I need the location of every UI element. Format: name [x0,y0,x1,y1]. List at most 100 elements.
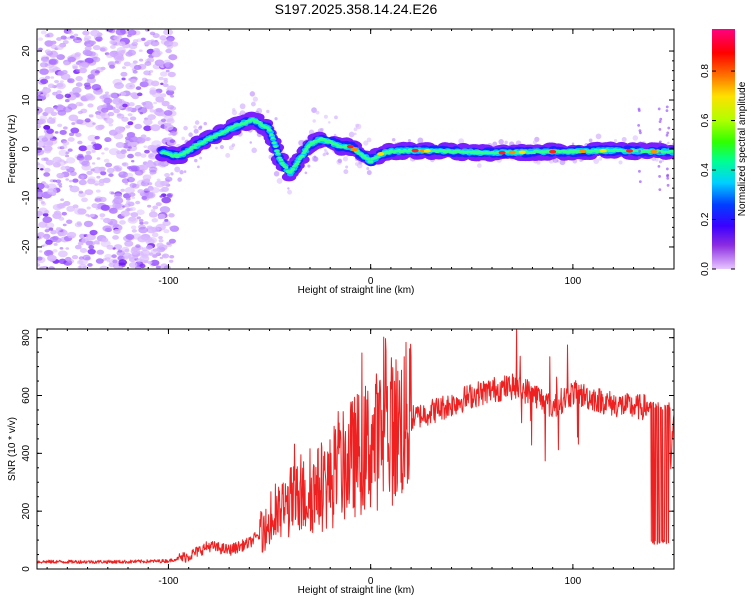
noise-blob [43,125,51,130]
snr-frame [36,328,675,570]
noise-blob [59,146,65,150]
noise-blob [40,168,44,171]
halo-blob [276,177,283,184]
halo-blob [315,110,320,115]
ridge-blob [304,147,309,151]
halo-blob [477,163,482,168]
noise-blob [149,173,154,176]
noise-blob [104,137,112,143]
noise-blob [86,170,93,176]
noise-blob [37,182,45,190]
halo-blob [199,156,203,160]
halo-blob [307,164,311,168]
snr-panel: -100 0 100 800 600 400 200 0 Height of straight… [7,328,675,596]
halo-blob [215,146,218,150]
noise-blob [88,114,94,118]
noise-blob [91,162,96,165]
noise-blob [62,140,70,146]
noise-blob [112,202,122,210]
noise-blob [45,226,50,230]
noise-blob [102,217,111,224]
halo-blob [342,156,348,162]
colorbar-tick-label: 0.4 [700,163,711,177]
noise-blob [153,47,160,53]
noise-blob [109,190,115,195]
noise-blob [39,250,43,253]
noise-blob [45,222,55,229]
noise-blob [76,260,84,265]
noise-blob [66,231,77,239]
noise-blob [62,223,67,227]
noise-blob [92,122,96,125]
noise-blob [47,83,55,89]
noise-blob [127,29,137,36]
noise-blob [57,182,63,186]
noise-blob [140,134,147,139]
noise-blob [129,212,134,216]
noise-blob [127,176,135,183]
noise-blob [65,219,73,225]
noise-blob [40,56,50,63]
noise-blob [63,160,68,164]
noise-blob [38,221,48,228]
smear-blob [658,140,662,144]
noise-blob [104,91,110,95]
noise-blob [92,180,101,186]
noise-blob [44,33,50,38]
noise-blob [103,97,113,104]
noise-blob [146,57,155,63]
noise-blob [51,118,56,122]
halo-blob [274,117,278,121]
noise-blob [44,229,50,233]
noise-blob [81,160,91,167]
noise-blob [37,107,43,114]
noise-blob [106,244,114,250]
hotspot-blob [411,148,419,153]
noise-blob [99,47,106,52]
ridge-blob [284,166,289,169]
halo-blob [632,135,639,141]
noise-blob [134,123,143,130]
noise-blob [52,162,61,168]
noise-blob [167,37,175,43]
noise-blob [144,61,152,66]
halo-blob [172,131,177,137]
noise-blob [50,44,58,50]
noise-blob [64,256,72,262]
halo-blob [312,119,316,123]
noise-blob [116,152,126,159]
halo-blob [354,162,359,166]
noise-blob [168,213,175,218]
noise-blob [64,99,70,103]
hotspot-blob [650,149,658,154]
noise-blob [152,205,159,210]
noise-blob [144,29,151,32]
ridge-blob [271,141,277,145]
halo-blob [177,177,182,182]
halo-blob [588,138,593,143]
noise-blob [120,71,128,77]
noise-blob [44,40,54,47]
noise-blob [64,165,70,170]
noise-blob [112,235,119,240]
halo-blob [203,121,208,126]
halo-blob [287,187,290,190]
halo-blob [333,133,337,137]
halo-blob [273,170,280,177]
noise-blob [78,62,89,70]
smear-blob [665,167,669,171]
noise-blob [81,174,87,179]
halo-blob [252,96,258,102]
halo-blob [366,137,372,143]
noise-blob [159,188,165,193]
noise-blob [106,167,115,174]
noise-blob [169,254,175,259]
noise-blob [90,168,95,172]
noise-blob [94,70,100,74]
noise-blob [151,232,159,238]
smear-blob [666,176,670,180]
halo-blob [249,141,252,144]
ridge-blob [294,162,300,166]
colorbar-label: Normalized spectral amplitude [737,81,748,216]
noise-blob [85,150,92,155]
